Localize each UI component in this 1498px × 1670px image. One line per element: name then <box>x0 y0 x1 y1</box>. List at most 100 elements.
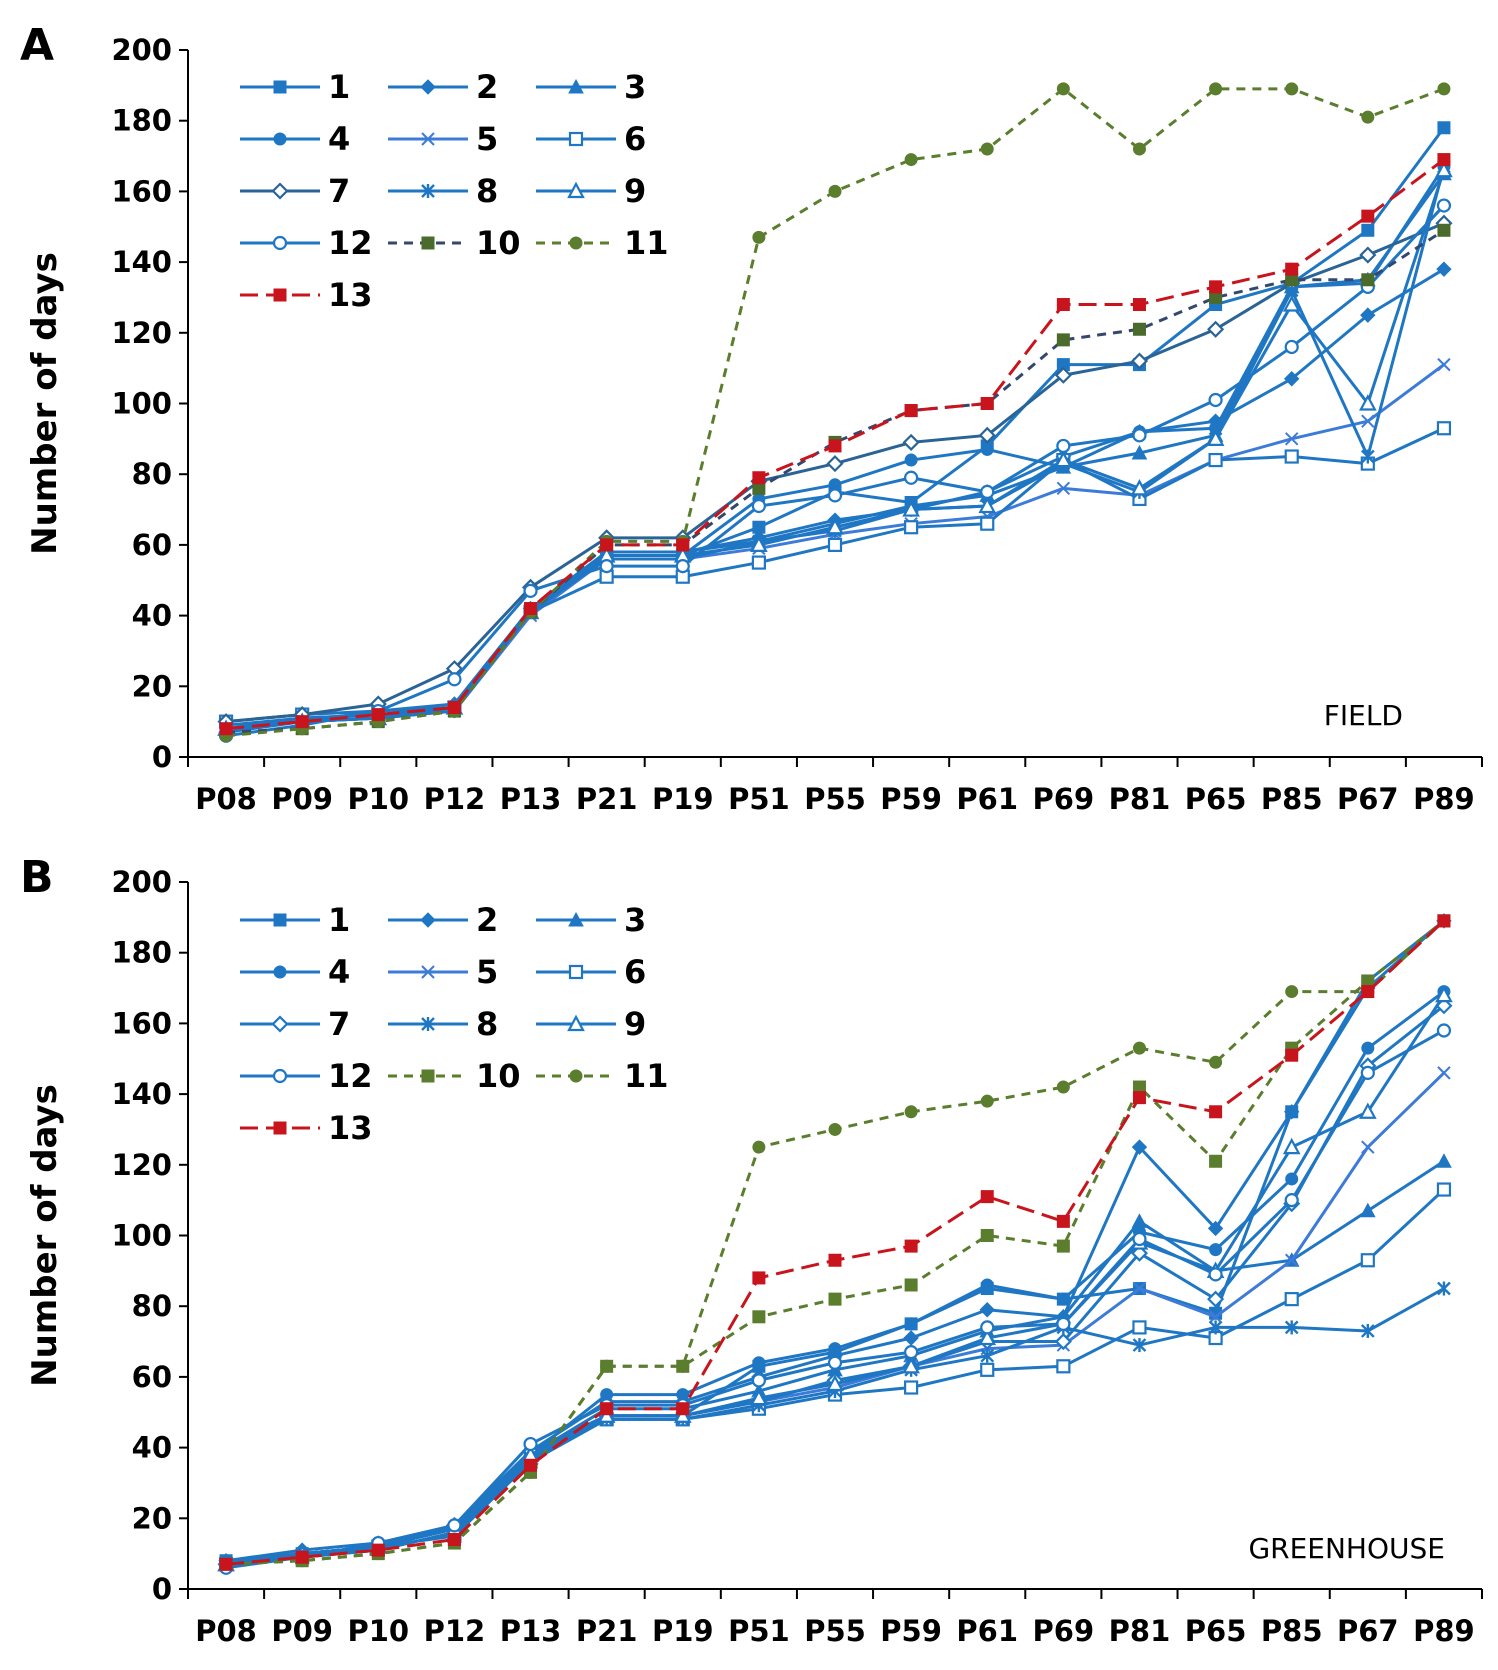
point-marker <box>980 442 994 456</box>
point-marker <box>421 1069 435 1083</box>
point-marker <box>752 1356 766 1370</box>
legend-label: 2 <box>476 901 498 939</box>
legend-item-4: 4 <box>240 120 350 158</box>
point-marker <box>828 1253 842 1267</box>
legend-label: 8 <box>476 172 498 210</box>
point-marker <box>1209 82 1223 96</box>
point-marker <box>273 1121 287 1135</box>
point-marker <box>1208 1310 1223 1324</box>
legend-item-10: 10 <box>388 1057 521 1095</box>
point-marker <box>1132 1320 1147 1335</box>
series-line <box>225 1004 1445 1566</box>
y-tick-label: 0 <box>152 1572 172 1606</box>
point-marker <box>752 471 766 485</box>
point-marker <box>1360 1065 1375 1080</box>
y-tick-label: 80 <box>132 1289 172 1323</box>
legend-item-12: 12 <box>240 1057 373 1095</box>
legend-label: 10 <box>476 1057 521 1095</box>
legend-item-4: 4 <box>240 953 350 991</box>
point-marker <box>1132 1281 1147 1296</box>
legend-label: 13 <box>328 276 373 314</box>
legend-label: 9 <box>624 172 646 210</box>
legend-label: 1 <box>328 901 350 939</box>
point-marker <box>420 79 436 95</box>
point-marker <box>1284 1193 1299 1208</box>
point-marker <box>902 1356 920 1374</box>
legend-item-2: 2 <box>388 68 498 106</box>
point-marker <box>828 439 842 453</box>
x-tick-label: P85 <box>1261 1614 1323 1648</box>
marker-stroke <box>1056 481 1071 496</box>
point-marker <box>1361 1140 1375 1154</box>
x-tick-label: P09 <box>271 1614 333 1648</box>
y-tick-label: 20 <box>132 1501 172 1535</box>
x-tick-label: P51 <box>728 1614 790 1648</box>
point-marker <box>1360 307 1376 323</box>
point-marker <box>1207 320 1225 338</box>
point-marker <box>1206 429 1225 446</box>
point-marker <box>569 1069 583 1083</box>
y-tick-label: 80 <box>132 457 172 491</box>
point-marker <box>1437 1281 1451 1296</box>
point-marker <box>1285 1048 1299 1062</box>
x-tick-label: P85 <box>1261 782 1323 816</box>
marker-stroke <box>1361 414 1375 428</box>
series-line <box>225 426 1445 724</box>
point-marker <box>1132 142 1146 156</box>
point-marker <box>828 1292 842 1306</box>
point-marker <box>1132 1041 1146 1055</box>
point-marker <box>1056 333 1070 347</box>
point-marker <box>980 484 995 499</box>
point-marker <box>599 559 614 574</box>
marker-stroke <box>1284 1253 1299 1267</box>
x-tick-label: P69 <box>1033 782 1095 816</box>
series-7 <box>217 214 1453 731</box>
series-1 <box>219 914 1451 1568</box>
point-marker <box>523 1436 538 1452</box>
y-tick-label: 60 <box>132 1360 172 1394</box>
point-marker <box>1208 1320 1223 1335</box>
point-marker <box>1283 1104 1300 1120</box>
point-marker <box>1056 1292 1070 1306</box>
series-1 <box>219 121 1451 732</box>
x-tick-label: P65 <box>1185 1614 1247 1648</box>
legend-item-6: 6 <box>536 953 646 991</box>
point-marker <box>1132 322 1146 336</box>
point-marker <box>980 1348 995 1363</box>
point-marker <box>904 1278 918 1292</box>
point-marker <box>904 1345 919 1360</box>
point-marker <box>675 559 690 574</box>
point-marker <box>752 230 766 244</box>
point-marker <box>1284 1292 1299 1307</box>
point-marker <box>1056 1080 1070 1094</box>
legend-label: 1 <box>328 68 350 106</box>
point-marker <box>826 1374 844 1392</box>
y-tick-label: 120 <box>111 316 172 350</box>
point-marker <box>273 965 287 979</box>
legend-item-8: 8 <box>388 172 498 210</box>
y-tick-label: 100 <box>111 387 172 421</box>
point-marker <box>826 517 844 535</box>
point-marker <box>1285 82 1299 96</box>
point-marker <box>1284 449 1299 464</box>
point-marker <box>1285 262 1299 276</box>
point-marker <box>1056 298 1070 312</box>
point-marker <box>904 1317 918 1331</box>
point-marker <box>904 453 918 467</box>
point-marker <box>750 535 768 553</box>
legend-label: 10 <box>476 224 521 262</box>
point-marker <box>567 1014 585 1032</box>
point-marker <box>273 288 287 302</box>
point-marker <box>273 132 287 146</box>
chart-panel-a: 0 20 40 60 80 100 120 140 160 180 200 P08 P09 P10 P12 P… <box>20 20 1483 816</box>
point-marker <box>1282 295 1301 312</box>
point-marker <box>1056 1239 1070 1253</box>
legend-item-1: 1 <box>240 68 350 106</box>
x-tick-label: P89 <box>1413 1614 1475 1648</box>
point-marker <box>1208 1267 1223 1282</box>
marker-stroke <box>1361 1140 1375 1154</box>
point-marker <box>1207 1220 1224 1237</box>
x-tick-label: P81 <box>1109 782 1171 816</box>
point-marker <box>1207 1290 1225 1308</box>
point-marker <box>447 672 462 687</box>
